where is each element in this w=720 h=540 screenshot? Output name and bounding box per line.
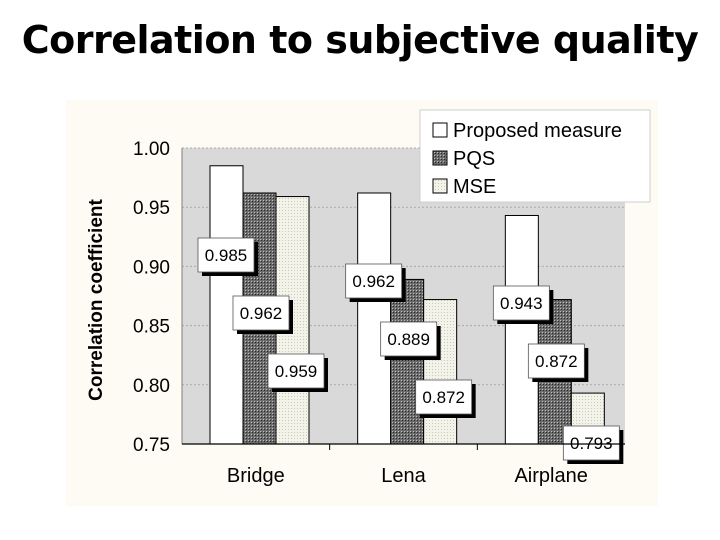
- bar: [390, 278, 425, 445]
- y-tick-label: 0.90: [133, 257, 170, 278]
- x-tick-label: Airplane: [514, 465, 587, 487]
- data-label: 0.889: [387, 330, 430, 349]
- data-label-box: [197, 237, 255, 273]
- legend-label: MSE: [453, 176, 496, 198]
- legend-swatch: [432, 122, 448, 138]
- data-label: 0.962: [352, 272, 395, 291]
- y-axis-title: Correlation coefficient: [86, 199, 107, 401]
- x-tick-label: Bridge: [227, 465, 285, 487]
- y-tick-label: 1.00: [133, 139, 170, 160]
- slide-title: Correlation to subjective quality: [21, 18, 699, 62]
- data-label: 0.985: [205, 246, 248, 265]
- y-tick-label: 0.85: [133, 317, 170, 338]
- data-label: 0.962: [240, 304, 283, 323]
- data-label-box: [380, 321, 438, 357]
- legend-box: [419, 109, 651, 203]
- data-label: 0.872: [535, 352, 578, 371]
- data-label: 0.959: [275, 362, 318, 381]
- data-label-box: [267, 353, 325, 389]
- y-tick-label: 0.95: [133, 198, 170, 219]
- data-label: 0.872: [422, 388, 465, 407]
- x-tick-label: Lena: [381, 465, 426, 487]
- data-label: 0.943: [500, 294, 543, 313]
- data-label-box: [562, 425, 620, 461]
- data-label-box: [345, 263, 403, 299]
- legend: Proposed measure PQS MSE: [419, 109, 651, 203]
- y-tick-label: 0.80: [133, 376, 170, 397]
- axes: 1.00 0.95 0.90 0.85 0.80 0.75 Correlation coef…: [86, 139, 625, 487]
- data-label-box: [492, 285, 550, 321]
- data-label-box: [232, 295, 290, 331]
- data-label-box: [415, 379, 473, 415]
- bar: [504, 214, 539, 445]
- legend-swatch: [432, 150, 448, 166]
- legend-label: Proposed measure: [453, 120, 622, 142]
- y-tick-label: 0.75: [133, 435, 170, 456]
- bar: [357, 192, 392, 445]
- legend-swatch: [432, 178, 448, 194]
- legend-label: PQS: [453, 148, 495, 170]
- data-label-box: [527, 343, 585, 379]
- bar: [423, 299, 458, 445]
